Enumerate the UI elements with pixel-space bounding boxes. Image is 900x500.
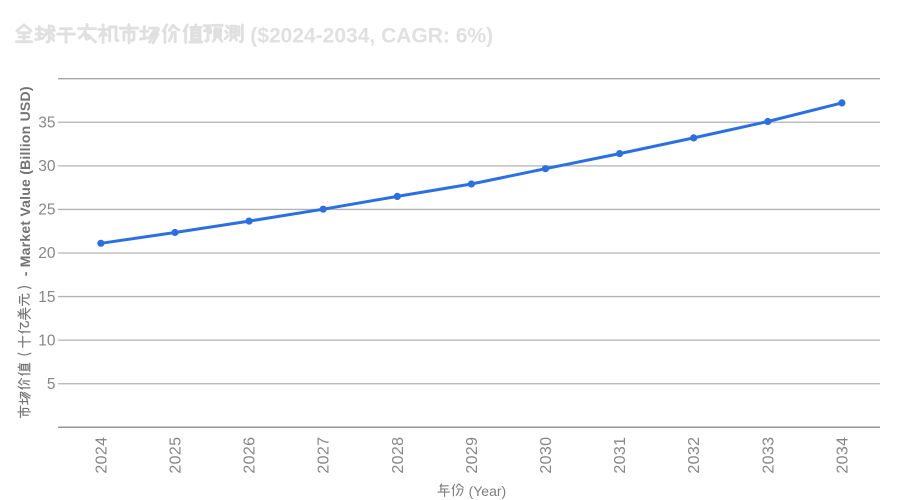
svg-text:- Market Value (Billion USD): - Market Value (Billion USD): [17, 86, 33, 276]
svg-text:2028: 2028: [390, 437, 407, 474]
svg-text:2026: 2026: [242, 437, 259, 474]
svg-text:2025: 2025: [168, 437, 185, 474]
svg-text:2033: 2033: [760, 437, 777, 474]
svg-text:2029: 2029: [464, 437, 481, 474]
svg-text:30: 30: [38, 158, 56, 175]
svg-text:2034: 2034: [834, 437, 851, 474]
svg-text:(Year): (Year): [469, 483, 507, 499]
svg-text:2024: 2024: [93, 437, 110, 474]
svg-text:25: 25: [38, 202, 55, 219]
svg-text:35: 35: [38, 115, 55, 132]
svg-text:2027: 2027: [316, 437, 333, 474]
svg-text:2032: 2032: [686, 437, 703, 474]
svg-text:2030: 2030: [538, 437, 555, 474]
svg-text:5: 5: [47, 376, 56, 393]
svg-text:20: 20: [38, 245, 56, 262]
svg-text:($2024-2034, CAGR: 6%): ($2024-2034, CAGR: 6%): [250, 25, 493, 48]
svg-text:2031: 2031: [612, 437, 629, 474]
svg-text:10: 10: [38, 332, 56, 349]
svg-text:15: 15: [38, 289, 55, 306]
